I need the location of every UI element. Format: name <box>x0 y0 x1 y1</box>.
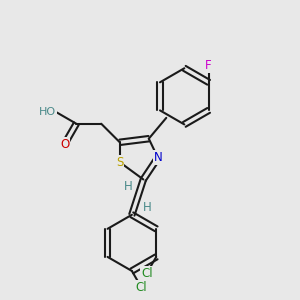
Text: HO: HO <box>39 107 56 117</box>
Text: Cl: Cl <box>141 267 152 280</box>
Text: H: H <box>143 201 152 214</box>
Text: S: S <box>116 156 124 169</box>
Text: O: O <box>60 138 69 151</box>
Text: F: F <box>205 58 212 72</box>
Text: Cl: Cl <box>136 281 147 294</box>
Text: N: N <box>154 151 162 164</box>
Text: H: H <box>123 180 132 193</box>
